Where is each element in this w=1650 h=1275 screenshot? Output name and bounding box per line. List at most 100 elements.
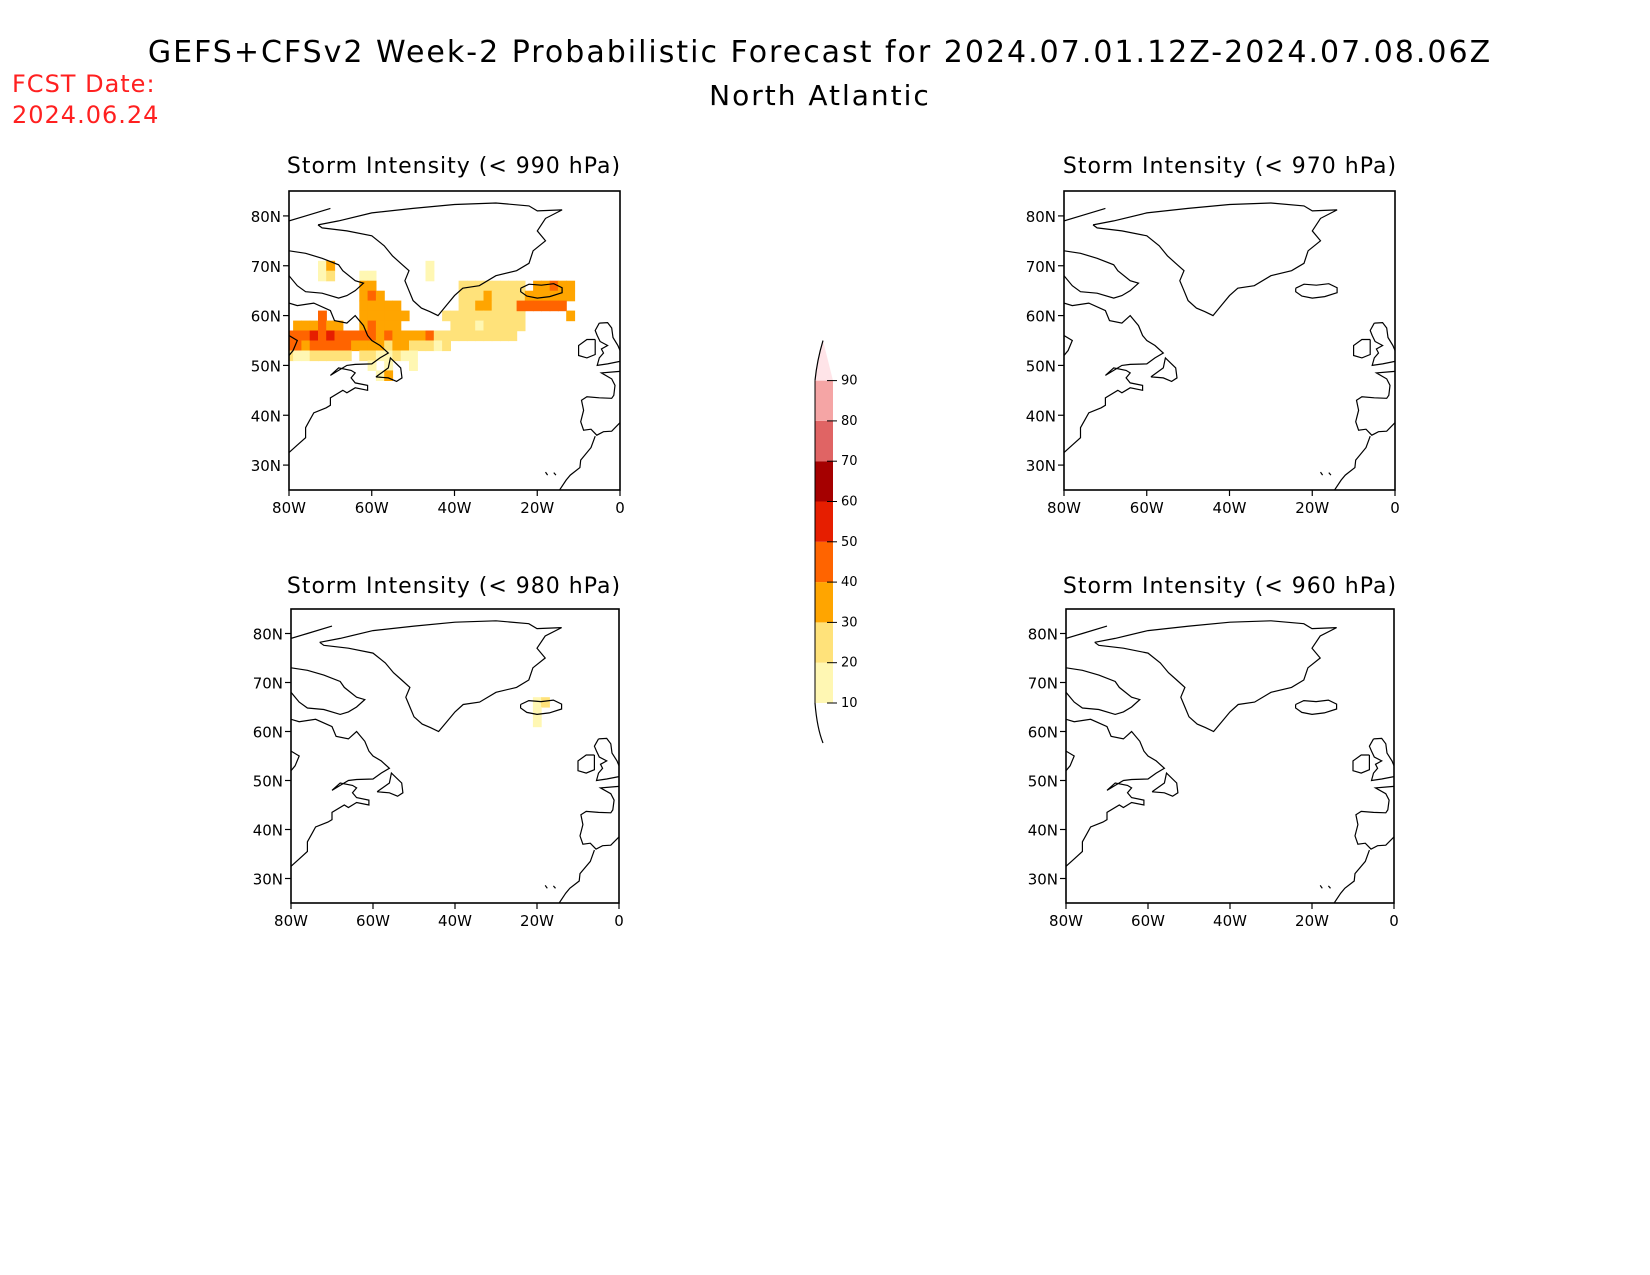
coastline <box>579 785 619 850</box>
coastline <box>289 207 331 222</box>
probability-cell <box>400 330 410 342</box>
colorbar-lower-extension <box>814 702 824 744</box>
probability-cell <box>566 310 576 322</box>
probability-cell <box>326 270 336 282</box>
coastline <box>1354 785 1394 850</box>
probability-cell <box>326 340 336 352</box>
coastline <box>1352 754 1370 774</box>
lon-tick-label: 0 <box>1389 912 1399 930</box>
coastline <box>577 754 595 774</box>
coastline <box>552 885 556 889</box>
probability-cell <box>442 340 451 352</box>
lat-tick-label: 50N <box>1026 357 1056 375</box>
probability-cell <box>516 300 526 312</box>
probability-cell <box>359 330 369 342</box>
colorbar-segment <box>815 582 833 623</box>
probability-cell <box>309 350 319 362</box>
probability-cell <box>483 280 493 292</box>
panel-title: Storm Intensity (< 960 hPa) <box>1063 574 1397 599</box>
panel-990-hpa: Storm Intensity (< 990 hPa) 80N 70N 60N 50N… <box>251 154 625 517</box>
coastline <box>291 718 391 867</box>
coastline <box>289 334 299 356</box>
probability-cell <box>384 330 394 342</box>
coastline-map <box>1066 620 1394 903</box>
coastline <box>544 885 548 889</box>
probability-cell <box>508 320 518 332</box>
probability-cell <box>425 270 435 282</box>
lon-tick-label: 20W <box>1295 499 1329 517</box>
map-axes: 80N 70N 60N 50N 40N 30N 80W 60W 40W 20W 0 <box>1028 608 1399 930</box>
lon-tick-label: 20W <box>520 499 554 517</box>
probability-cell <box>289 340 294 352</box>
probability-cell <box>400 310 410 322</box>
coastline <box>1355 370 1395 436</box>
probability-cell <box>367 300 377 312</box>
lat-tick-label: 60N <box>1026 308 1056 326</box>
probability-cell <box>309 330 319 342</box>
lon-tick-label: 20W <box>1295 912 1329 930</box>
probability-cell <box>491 320 501 332</box>
probability-cell <box>483 320 493 332</box>
probability-cell <box>483 330 493 342</box>
probability-cell <box>351 340 360 352</box>
coastline <box>520 699 563 716</box>
probability-cell <box>392 300 402 312</box>
panel-title: Storm Intensity (< 970 hPa) <box>1063 154 1397 179</box>
coastline <box>580 370 620 436</box>
probability-cell <box>491 300 501 312</box>
probability-cell <box>557 290 567 302</box>
probability-cell <box>557 280 567 292</box>
region-label: North Atlantic <box>709 79 931 112</box>
lon-tick-label: 80W <box>1049 912 1083 930</box>
probability-cell <box>318 310 327 322</box>
coastline <box>1066 625 1108 639</box>
probability-cell <box>318 350 327 362</box>
probability-cells <box>532 697 550 728</box>
probability-cell <box>433 330 443 342</box>
coastline <box>289 250 365 299</box>
lat-tick-label: 80N <box>253 626 283 644</box>
coastline <box>1066 718 1166 867</box>
probability-cell <box>433 340 443 352</box>
coastline <box>1064 334 1074 356</box>
probability-cell <box>475 300 485 312</box>
probability-cell <box>334 320 344 332</box>
probability-cell <box>334 350 344 362</box>
lat-tick-label: 60N <box>251 308 281 326</box>
coastline <box>1064 302 1165 454</box>
lon-tick-label: 60W <box>1130 499 1164 517</box>
lat-tick-label: 40N <box>1026 407 1056 425</box>
coastline <box>289 302 390 454</box>
probability-cell <box>301 320 311 332</box>
lon-tick-label: 40W <box>438 499 472 517</box>
probability-cell <box>532 716 542 728</box>
lat-tick-label: 30N <box>1028 871 1058 889</box>
lat-tick-label: 40N <box>1028 822 1058 840</box>
probability-cell <box>359 290 369 302</box>
probability-cell <box>466 330 476 342</box>
probability-cell <box>500 280 509 292</box>
lat-tick-label: 60N <box>1028 724 1058 742</box>
probability-cell <box>491 280 501 292</box>
probability-cell <box>301 330 311 342</box>
probability-cell <box>549 290 559 302</box>
coastline <box>1319 885 1323 889</box>
probability-cell <box>458 330 468 342</box>
probability-cell <box>367 340 377 352</box>
probability-cell <box>392 330 402 342</box>
panel-960-hpa: Storm Intensity (< 960 hPa) 80N 70N 60N 50N… <box>1028 574 1399 930</box>
probability-cell <box>442 310 451 322</box>
probability-cell <box>458 320 468 332</box>
probability-cell <box>541 280 551 292</box>
lon-tick-label: 80W <box>1047 499 1081 517</box>
lon-tick-label: 60W <box>355 499 389 517</box>
probability-cell <box>516 280 526 292</box>
probability-cell <box>516 290 526 302</box>
probability-cell <box>409 350 418 362</box>
probability-cell <box>359 350 369 362</box>
probability-cell <box>425 260 435 272</box>
coastline-map <box>291 620 619 903</box>
lat-tick-label: 70N <box>1026 258 1056 276</box>
probability-cell <box>557 300 567 312</box>
lon-tick-label: 80W <box>272 499 306 517</box>
